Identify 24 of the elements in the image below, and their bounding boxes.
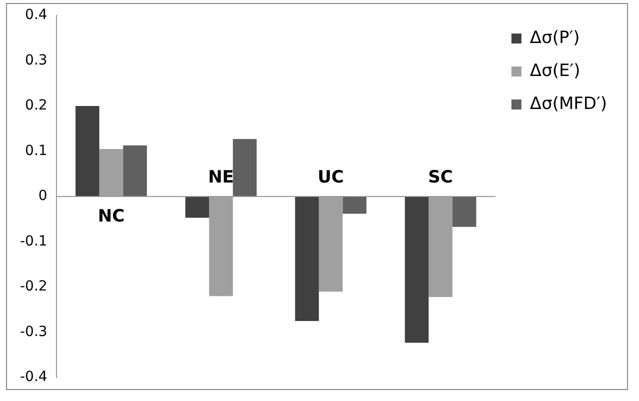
legend-label: Δσ(E′)	[530, 60, 580, 81]
y-tick-label: 0	[38, 188, 48, 204]
bar	[232, 139, 257, 196]
y-tick-label: -0.3	[20, 324, 48, 340]
y-tick-label: -0.2	[20, 278, 48, 295]
bar	[76, 106, 100, 196]
x-tick-label: NC	[98, 206, 125, 226]
y-tick-label: -0.4	[20, 369, 48, 386]
y-tick-label: 0.2	[25, 98, 48, 114]
legend-label: Δσ(MFD′)	[530, 94, 608, 114]
bar	[123, 145, 147, 196]
bar	[342, 196, 366, 214]
y-tick-label: -0.1	[20, 233, 48, 250]
y-tick-label: 0.3	[25, 52, 48, 68]
x-tick-label: SC	[428, 167, 453, 188]
x-tick-label: UC	[318, 167, 344, 188]
x-tick-label: NE	[208, 167, 234, 188]
bar	[452, 196, 476, 227]
bar	[404, 196, 429, 343]
bar	[185, 196, 210, 218]
bar	[295, 196, 319, 322]
y-tick-label: 0.1	[25, 142, 48, 159]
y-tick-label: 0.4	[25, 7, 48, 24]
legend-label: Δσ(P′)	[530, 28, 580, 48]
